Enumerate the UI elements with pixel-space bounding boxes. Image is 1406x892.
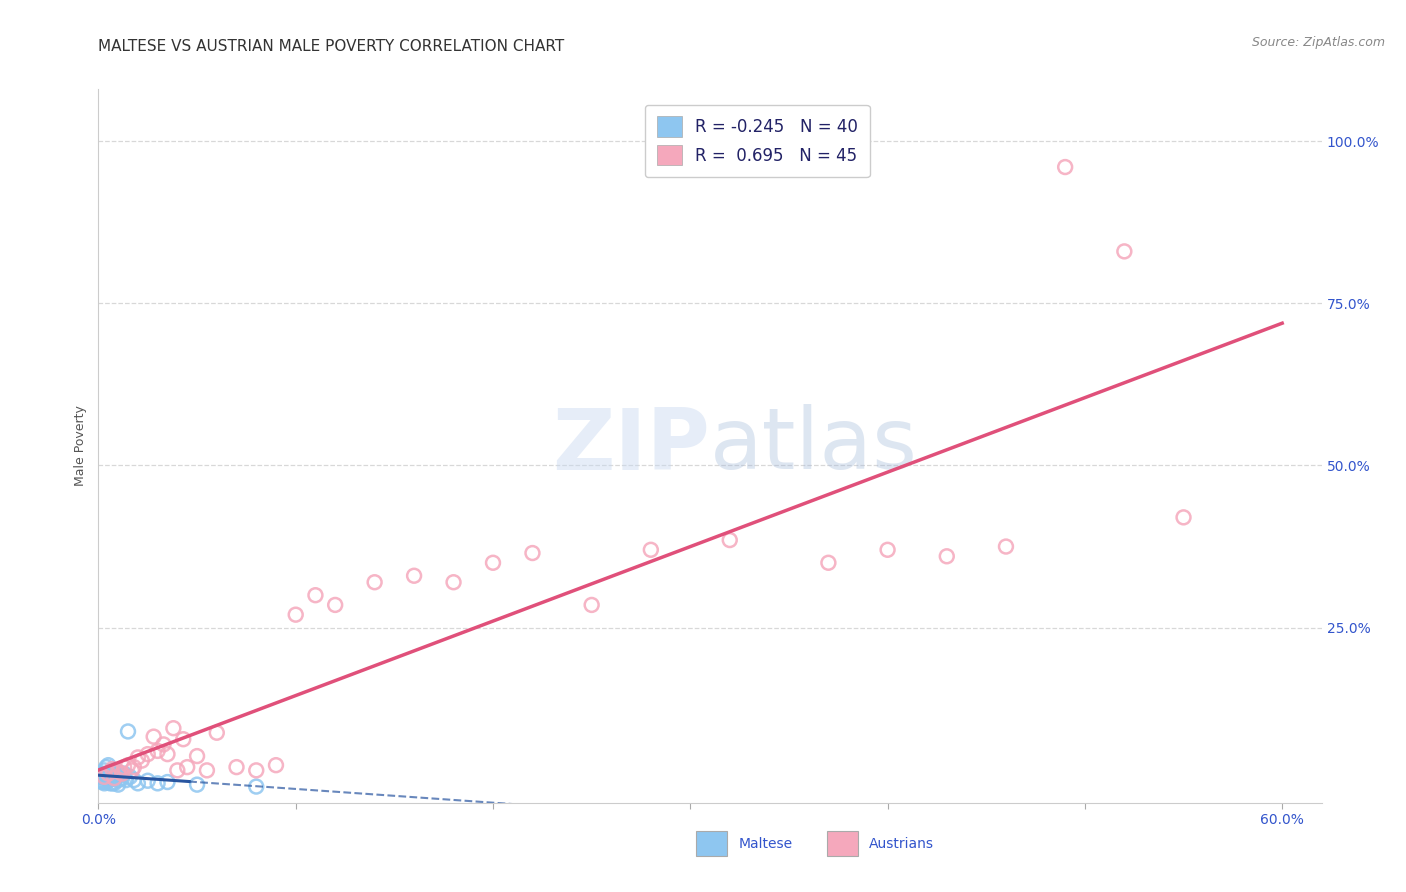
- Point: [443, 575, 465, 590]
- Point: [122, 773, 145, 788]
- Y-axis label: Male Poverty: Male Poverty: [75, 406, 87, 486]
- Point: [1054, 160, 1077, 174]
- Point: [107, 764, 129, 779]
- Point: [142, 730, 165, 744]
- Point: [105, 764, 128, 778]
- Point: [172, 732, 194, 747]
- Point: [101, 776, 124, 790]
- Point: [245, 780, 267, 794]
- Point: [101, 762, 124, 776]
- Point: [156, 775, 179, 789]
- Point: [97, 768, 120, 782]
- Point: [186, 749, 208, 764]
- Point: [101, 766, 124, 780]
- Point: [93, 764, 115, 778]
- Point: [93, 771, 115, 785]
- Point: [152, 738, 174, 752]
- Point: [186, 778, 208, 792]
- Point: [107, 778, 129, 792]
- Point: [131, 754, 153, 768]
- Point: [284, 607, 307, 622]
- Point: [111, 766, 134, 780]
- Legend: R = -0.245   N = 40, R =  0.695   N = 45: R = -0.245 N = 40, R = 0.695 N = 45: [645, 104, 869, 177]
- Point: [96, 760, 118, 774]
- Point: [136, 773, 159, 788]
- Point: [103, 764, 125, 779]
- Text: MALTESE VS AUSTRIAN MALE POVERTY CORRELATION CHART: MALTESE VS AUSTRIAN MALE POVERTY CORRELA…: [98, 38, 565, 54]
- Point: [98, 764, 121, 779]
- Point: [93, 776, 115, 790]
- Point: [89, 773, 111, 788]
- Point: [117, 758, 139, 772]
- Point: [245, 764, 267, 778]
- Point: [105, 770, 128, 784]
- Point: [166, 764, 188, 778]
- Text: Source: ZipAtlas.com: Source: ZipAtlas.com: [1251, 36, 1385, 49]
- Point: [89, 770, 111, 784]
- Point: [225, 760, 247, 774]
- Point: [146, 744, 169, 758]
- Point: [482, 556, 505, 570]
- Point: [97, 758, 120, 772]
- Point: [115, 773, 138, 788]
- Point: [93, 770, 115, 784]
- Point: [97, 773, 120, 788]
- Point: [323, 598, 346, 612]
- Point: [127, 776, 149, 790]
- Point: [1114, 244, 1136, 259]
- Point: [581, 598, 603, 612]
- Point: [103, 771, 125, 785]
- Point: [404, 568, 426, 582]
- Point: [994, 540, 1017, 554]
- Point: [522, 546, 544, 560]
- Point: [96, 775, 118, 789]
- Point: [103, 776, 125, 790]
- Point: [112, 760, 135, 774]
- Point: [107, 773, 129, 788]
- Point: [136, 747, 159, 761]
- Point: [96, 770, 118, 784]
- Point: [112, 766, 135, 780]
- Point: [97, 766, 120, 780]
- Point: [121, 764, 143, 778]
- Point: [108, 768, 131, 782]
- Point: [91, 775, 114, 789]
- Point: [264, 758, 287, 772]
- Text: atlas: atlas: [710, 404, 918, 488]
- Point: [103, 771, 125, 785]
- Point: [162, 721, 184, 735]
- Text: ZIP: ZIP: [553, 404, 710, 488]
- Text: Austrians: Austrians: [869, 837, 934, 851]
- Point: [107, 766, 129, 780]
- Point: [118, 770, 141, 784]
- Point: [876, 542, 898, 557]
- Point: [1173, 510, 1195, 524]
- Point: [117, 724, 139, 739]
- Point: [640, 542, 662, 557]
- Text: Maltese: Maltese: [738, 837, 792, 851]
- Point: [98, 776, 121, 790]
- Point: [176, 760, 198, 774]
- Point: [195, 764, 218, 778]
- Point: [363, 575, 385, 590]
- Point: [718, 533, 741, 547]
- Point: [111, 771, 134, 785]
- Point: [98, 772, 121, 787]
- Point: [304, 588, 326, 602]
- Point: [101, 771, 124, 785]
- Point: [127, 750, 149, 764]
- Point: [146, 776, 169, 790]
- Point: [156, 747, 179, 761]
- Point: [817, 556, 839, 570]
- Point: [122, 760, 145, 774]
- Point: [91, 766, 114, 780]
- Point: [935, 549, 957, 564]
- Point: [205, 725, 228, 739]
